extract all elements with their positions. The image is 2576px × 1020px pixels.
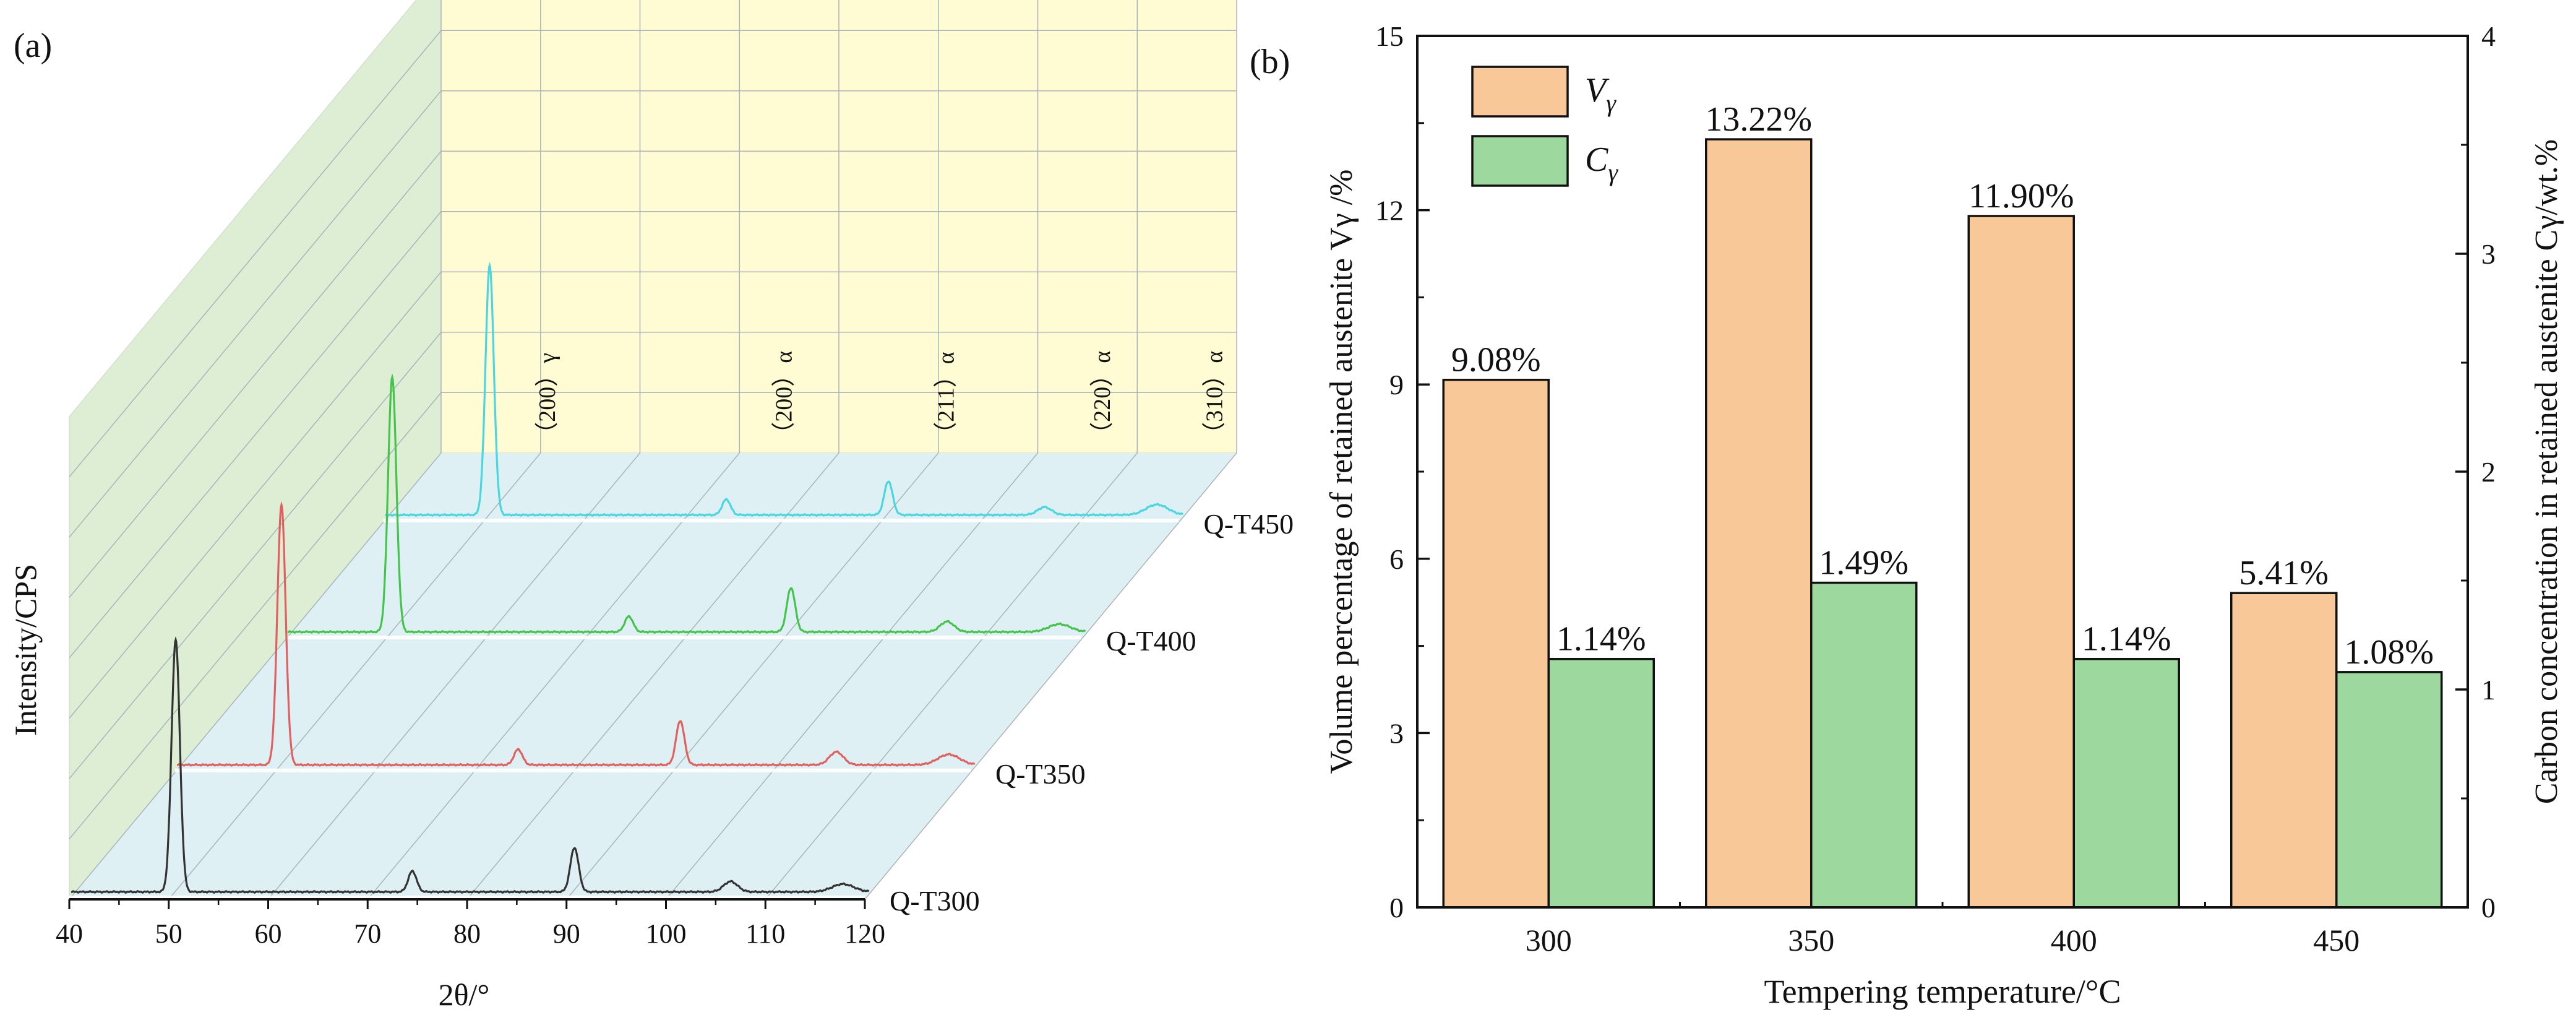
- gridline-height: [69, 211, 1237, 659]
- x-axis-title: 2θ/°: [439, 977, 490, 1012]
- series-label: Q-T400: [1106, 625, 1196, 657]
- peak-annotation: （220）α: [1089, 351, 1115, 446]
- y-tick-label: 0: [1389, 892, 1404, 923]
- peak-annotation: （200）γ: [535, 353, 560, 446]
- data-label: 5.41%: [2239, 554, 2329, 592]
- gridline-x: [765, 0, 1138, 900]
- x-tick-label: 40: [56, 918, 83, 949]
- trace-baseline-strip: [383, 519, 1179, 522]
- bar: [1810, 581, 1918, 909]
- data-label: 1.14%: [1556, 620, 1646, 659]
- y-tick-label: 9: [1389, 369, 1404, 400]
- gridline-x: [864, 0, 1237, 900]
- legend-label: Cγ: [1585, 140, 1618, 186]
- data-label: 1.14%: [2082, 620, 2171, 659]
- gridline-x: [168, 0, 541, 900]
- x-axis: 40 50 60 70 80 90 100 110 120: [56, 898, 885, 949]
- gridline-x: [566, 0, 939, 900]
- gridline-height: [69, 90, 1237, 538]
- x-axis-title: Tempering temperature/°C: [1764, 973, 2121, 1010]
- gridline-height: [69, 332, 1237, 779]
- legend-label: Vγ: [1585, 71, 1616, 117]
- y2-tick-label: 3: [2481, 238, 2496, 270]
- bar: [1442, 378, 1550, 909]
- x-tick-label: 300: [1526, 923, 1572, 957]
- data-label: 1.08%: [2344, 633, 2434, 672]
- bar: [2335, 671, 2443, 909]
- x-tick-label: 450: [2313, 923, 2359, 957]
- gridline-x: [267, 0, 641, 900]
- y2-tick-label: 0: [2481, 892, 2496, 923]
- trace-line: [287, 373, 1086, 634]
- bar: [1967, 215, 2075, 909]
- peak-annotation: （310）α: [1202, 351, 1228, 446]
- x-tick-label: 100: [646, 918, 687, 949]
- series-labels: Q-T450 Q-T400 Q-T350 Q-T300: [890, 508, 1294, 917]
- legend-swatch: [1471, 66, 1569, 118]
- panel-a-label: (a): [14, 27, 52, 65]
- series-label: Q-T450: [1204, 508, 1294, 540]
- y-tick-label: 3: [1389, 717, 1404, 749]
- legend: Vγ Cγ: [1471, 66, 1618, 187]
- bar: [1547, 657, 1655, 909]
- x-tick-label: 350: [1788, 923, 1834, 957]
- gridline-x: [69, 0, 442, 900]
- bar: [2230, 592, 2338, 909]
- gridline-height: [69, 150, 1237, 598]
- panel-b-bar-chart: (b) 9.08% 1.14% 13.22% 1.49% 11.90% 1.14% 5.41…: [1250, 20, 2564, 1010]
- peak-annotation: （211）α: [934, 352, 960, 446]
- y-axis-title: Volume percentage of retained austenite …: [1324, 170, 1359, 774]
- x-tick-label: 90: [553, 918, 580, 949]
- peak-annotation: （200）α: [771, 351, 797, 446]
- y2-tick-label: 2: [2481, 456, 2496, 488]
- y2-axis-title: Carbon concentration in retained austeni…: [2529, 139, 2564, 804]
- trace-baseline-strip: [286, 636, 1081, 639]
- data-label: 13.22%: [1705, 100, 1812, 139]
- x-tick-label: 110: [745, 918, 785, 949]
- trace-line: [71, 636, 870, 894]
- gridline-x: [367, 0, 741, 900]
- diffraction-traces: [69, 262, 1184, 899]
- data-labels: 9.08% 1.14% 13.22% 1.49% 11.90% 1.14% 5.41% 1.0…: [1451, 100, 2434, 672]
- x-tick-label: 120: [844, 918, 885, 949]
- trace-line: [176, 501, 976, 767]
- trace-line: [385, 262, 1184, 517]
- gridline-height: [69, 271, 1237, 719]
- x-tick-label: 60: [255, 918, 282, 949]
- peak-annotations: （200）γ （200）α （211）α （220）α （310）α: [535, 351, 1228, 446]
- gridlines: [69, 0, 1237, 900]
- trace-baseline-strip: [175, 768, 971, 772]
- gridline-x: [466, 0, 839, 900]
- x-tick-label: 80: [453, 918, 481, 949]
- series-label: Q-T300: [890, 885, 980, 917]
- data-label: 9.08%: [1451, 341, 1541, 379]
- y2-tick-label: 4: [2481, 20, 2496, 52]
- gridline-x: [665, 0, 1039, 900]
- y-tick-label: 12: [1375, 195, 1404, 227]
- gridline-height: [69, 30, 1237, 477]
- x-tick-label: 50: [155, 918, 182, 949]
- y-axis-title: Intensity/CPS: [8, 564, 43, 736]
- gridline-height: [69, 392, 1237, 839]
- x-tick-label: 70: [354, 918, 381, 949]
- y-tick-label: 6: [1389, 543, 1404, 575]
- x-tick-label: 400: [2051, 923, 2097, 957]
- bar: [2072, 657, 2180, 909]
- bar: [1705, 138, 1813, 909]
- panel-b-label: (b): [1250, 43, 1290, 81]
- data-label: 11.90%: [1968, 177, 2074, 215]
- bars: [1442, 138, 2443, 909]
- y2-tick-label: 1: [2481, 674, 2496, 706]
- y-tick-label: 15: [1375, 20, 1404, 52]
- data-label: 1.49%: [1819, 544, 1908, 582]
- series-label: Q-T350: [995, 758, 1086, 790]
- legend-swatch: [1471, 135, 1569, 187]
